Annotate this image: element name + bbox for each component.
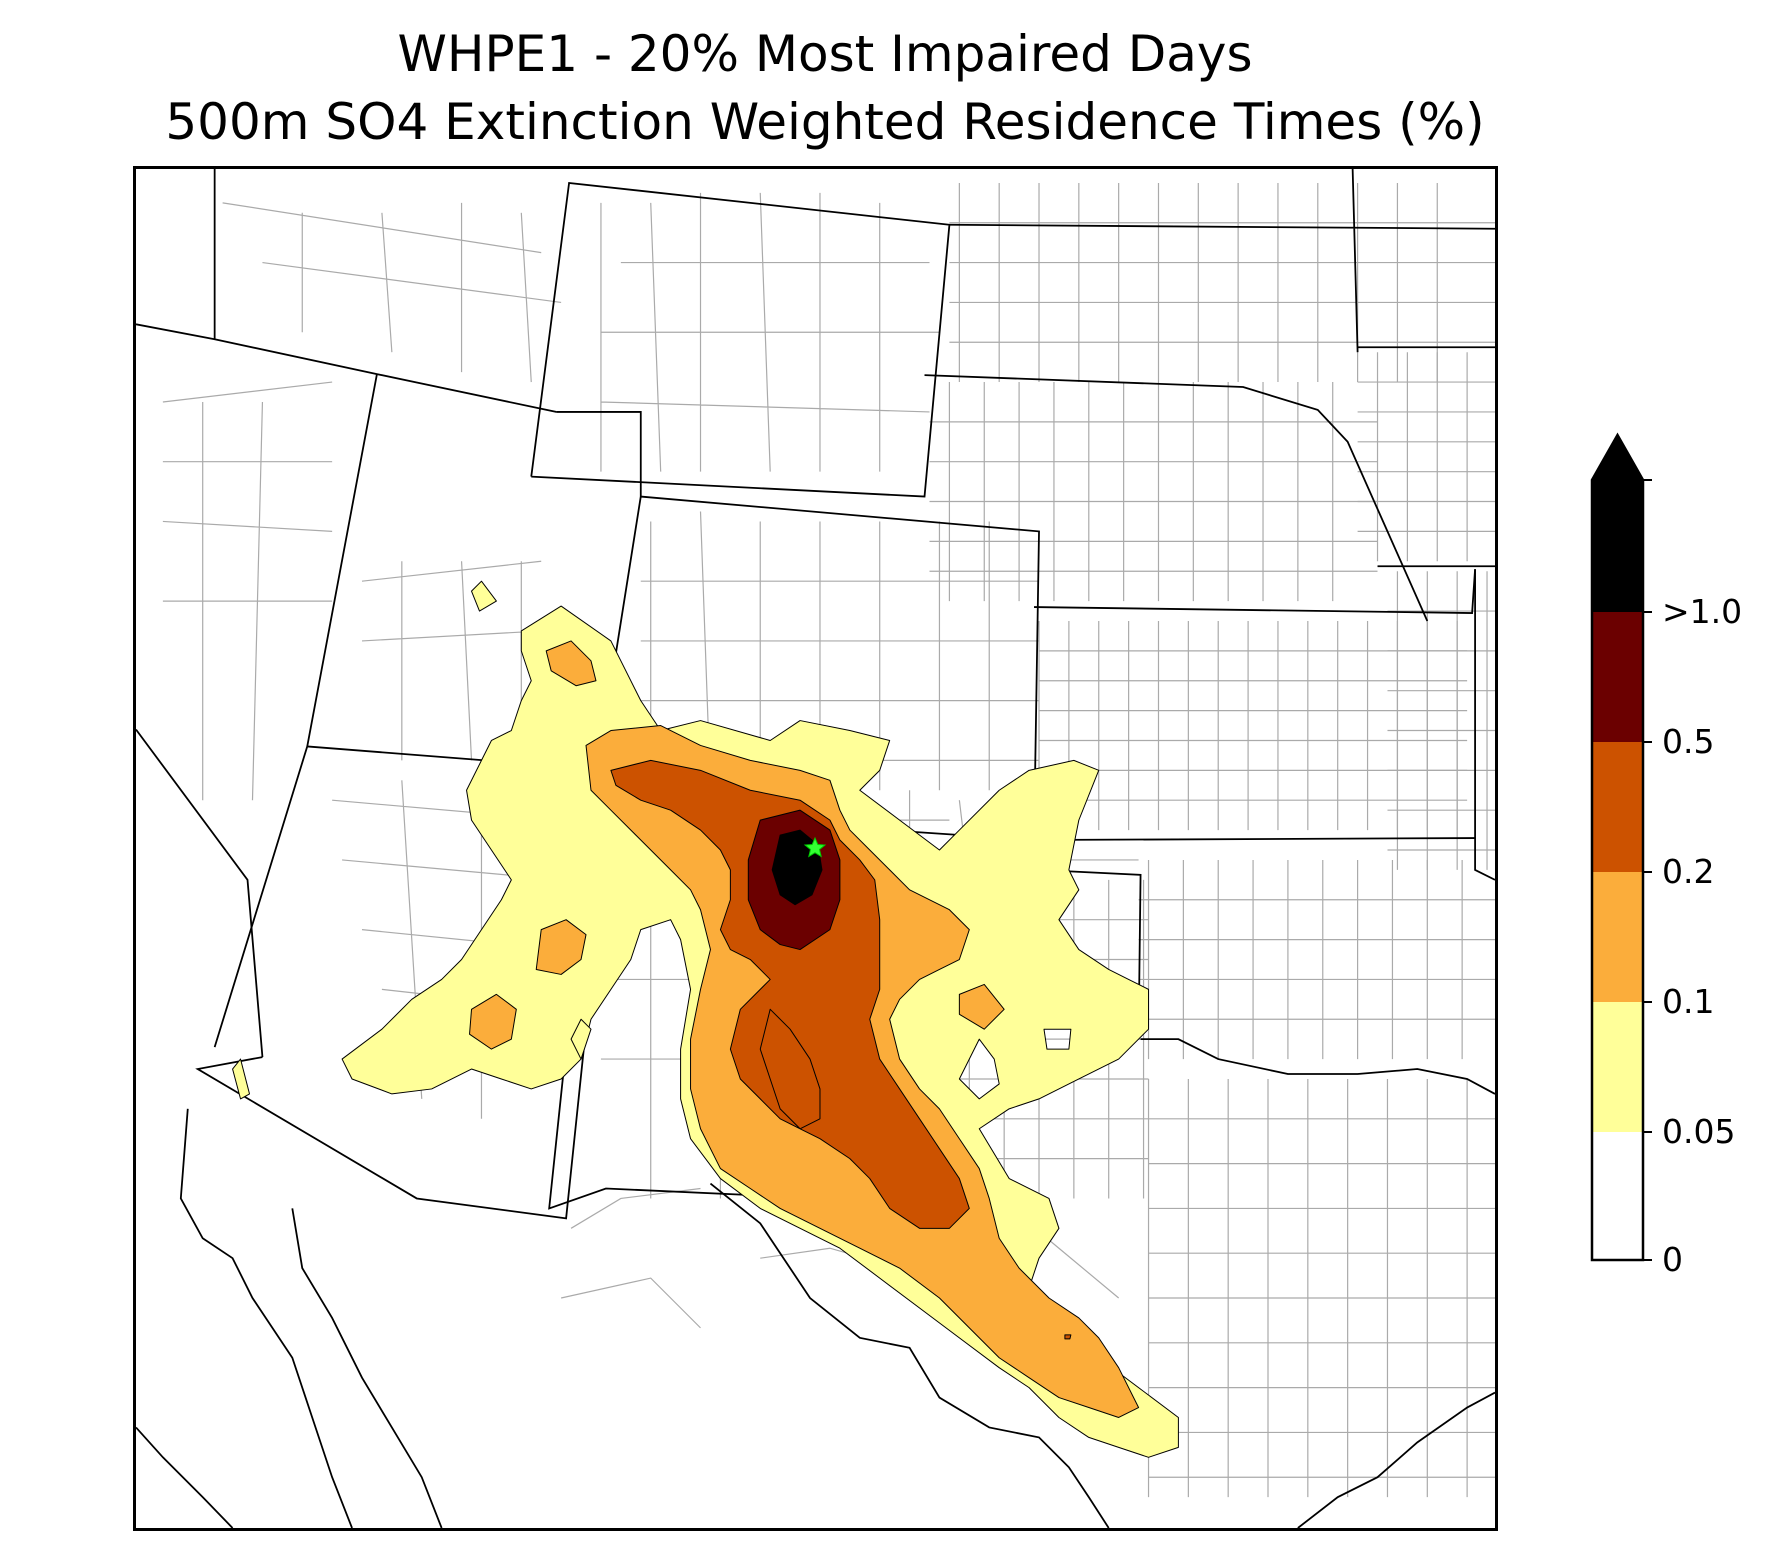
county-grid-oklahoma <box>1138 859 1495 1060</box>
border-arizona <box>195 770 614 1220</box>
colorbar-label-0.2: 0.2 <box>1662 852 1715 891</box>
border-california-nevada <box>136 728 264 1058</box>
colorbar-ticks <box>1643 479 1652 1261</box>
county-grid-iowa <box>1357 352 1495 562</box>
colorbar-bin-darkred <box>1592 612 1643 742</box>
border-wyoming <box>530 181 951 498</box>
contour-0.05-0.1-island-a <box>471 580 497 612</box>
colorbar-label-0.1: 0.1 <box>1662 982 1715 1021</box>
county-lines-west <box>162 192 1139 1329</box>
county-grid-kansas <box>1038 621 1468 831</box>
contour-0.05-0.1-island-b <box>232 1058 250 1100</box>
contour-0.1-0.2-island-b <box>535 919 587 975</box>
border-mexico <box>709 1182 1110 1528</box>
colorbar-label-0: 0 <box>1662 1240 1683 1279</box>
border-missouri-east <box>1474 569 1495 881</box>
border-iowa-missouri <box>1357 346 1495 568</box>
colorbar-label-1.0: >1.0 <box>1662 592 1743 631</box>
contour-0.1-0.2-island-d <box>958 983 1005 1030</box>
contour-0.2-0.5 <box>610 759 970 1229</box>
site-star-marker <box>803 836 827 858</box>
map-title-line-1: WHPE1 - 20% Most Impaired Days <box>397 25 1253 83</box>
colorbar-bin-yellow <box>1592 1002 1643 1132</box>
colorbar-extend-arrow <box>1592 435 1643 480</box>
county-grid-missouri <box>1387 571 1495 870</box>
border-oregon-south <box>136 323 378 375</box>
border-gulf-coast <box>1297 1391 1495 1528</box>
contour-0.05-0.1-island-c <box>570 1018 592 1060</box>
map-frame <box>133 166 1498 1531</box>
colorbar-label-0.05: 0.05 <box>1662 1112 1736 1151</box>
county-grid-dakotas <box>949 182 1495 383</box>
contour-0.1-0.2-island-c <box>469 993 517 1050</box>
colorbar-label-0.5: 0.5 <box>1662 722 1715 761</box>
colorbar-bin-black <box>1592 480 1643 612</box>
border-kansas <box>1034 569 1476 614</box>
colorbar-bin-red <box>1592 742 1643 872</box>
border-ok-texas <box>1140 1038 1495 1095</box>
colorbar-outline <box>1590 432 1645 1262</box>
contour-0.1-0.2-island-a <box>545 640 597 687</box>
border-idaho-nevada-utah <box>213 169 557 413</box>
border-kansas-south <box>1034 837 1476 841</box>
border-nevada-utah <box>213 373 378 1048</box>
colorbar-bin-white <box>1592 1132 1643 1260</box>
border-gulf-calif <box>291 1208 443 1528</box>
border-dakotas <box>949 169 1495 353</box>
border-utah-north <box>556 411 642 497</box>
map-canvas <box>136 169 1495 1528</box>
border-nebraska <box>924 374 1429 622</box>
county-grid-nebraska <box>929 382 1378 602</box>
border-baja-west <box>136 1426 234 1528</box>
colorbar-bin-orange <box>1592 872 1643 1002</box>
colorbar <box>1590 432 1652 1262</box>
border-baja-coast <box>179 1108 353 1528</box>
map-title-line-2: 500m SO4 Extinction Weighted Residence T… <box>165 93 1485 151</box>
contour-small-dot <box>1064 1334 1072 1340</box>
